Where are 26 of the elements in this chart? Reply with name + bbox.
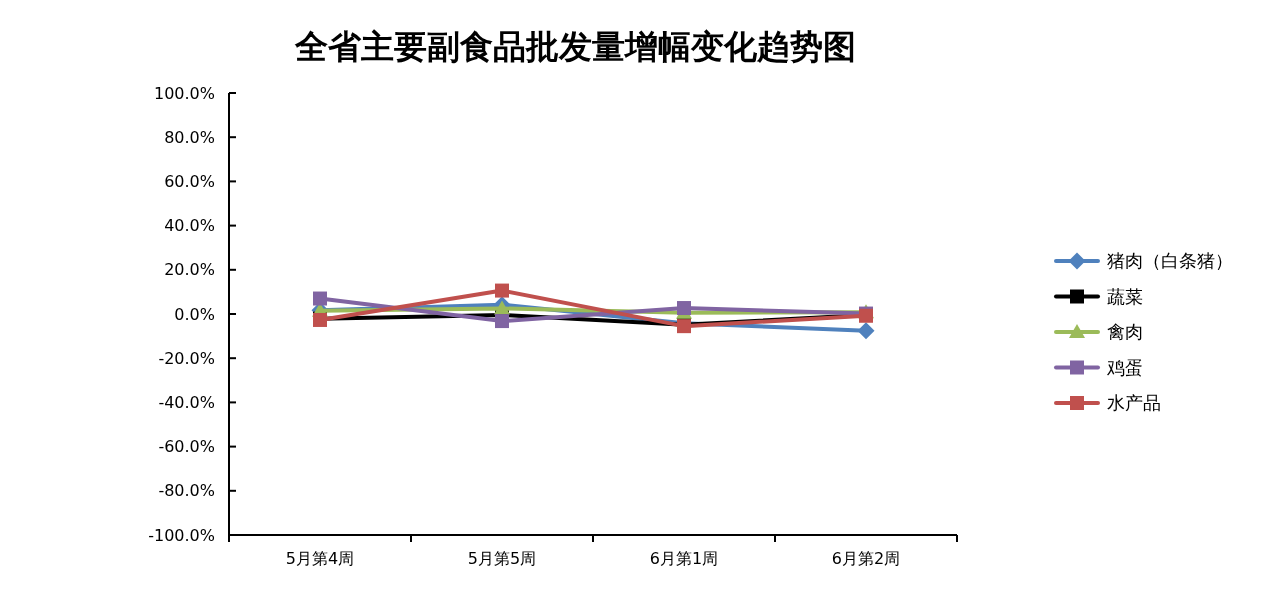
y-tick-label: 0.0% xyxy=(174,304,215,324)
legend-label: 蔬菜 xyxy=(1107,285,1143,307)
legend-label: 水产品 xyxy=(1107,392,1161,414)
x-tick-label: 6月第2周 xyxy=(831,548,901,568)
point xyxy=(494,300,510,315)
legend-label: 猪肉（白条猪） xyxy=(1107,250,1233,272)
x-tick-label: 5月第4周 xyxy=(285,548,355,568)
y-tick-label: -40.0% xyxy=(158,393,215,412)
point xyxy=(857,322,875,340)
y-tick-label: 60.0% xyxy=(164,172,215,191)
y-tick-label: -60.0% xyxy=(158,437,215,457)
y-tick-label: -100.0% xyxy=(148,525,215,545)
point xyxy=(495,314,509,329)
legend-label: 禽肉 xyxy=(1107,321,1143,343)
x-tick-label: 6月第1周 xyxy=(649,548,719,568)
y-tick-label: 20.0% xyxy=(164,260,215,280)
chart-title: 全省主要副食品批发量增幅变化趋势图 xyxy=(293,28,856,65)
y-tick-label: -20.0% xyxy=(158,348,215,368)
point xyxy=(313,291,327,306)
point xyxy=(495,283,509,298)
legend-label: 鸡蛋 xyxy=(1106,356,1143,378)
y-tick-label: -80.0% xyxy=(158,481,215,501)
y-tick-label: 80.0% xyxy=(164,127,215,147)
y-tick-label: 40.0% xyxy=(164,216,215,236)
x-tick-label: 5月第5周 xyxy=(467,548,537,568)
y-tick-label: 100.0% xyxy=(153,83,215,103)
